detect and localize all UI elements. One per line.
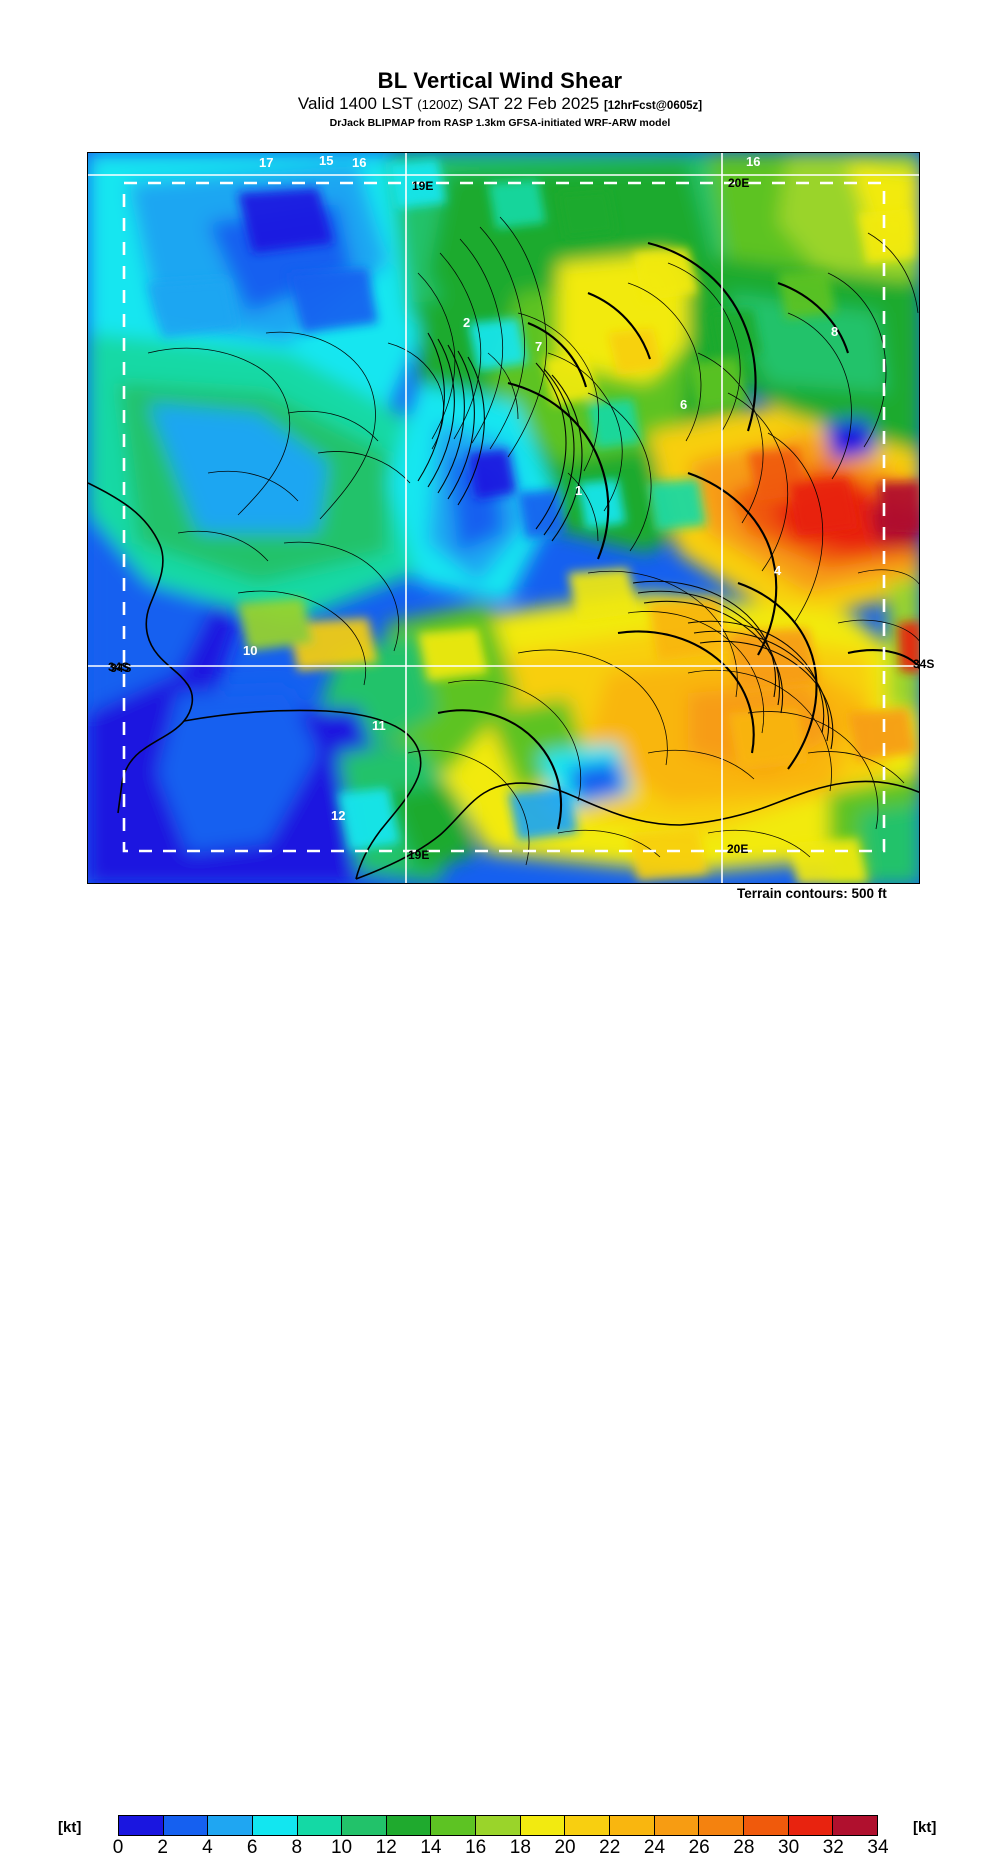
svg-text:12: 12	[331, 808, 345, 823]
svg-text:11: 11	[372, 718, 386, 733]
colorbar-swatch	[386, 1816, 432, 1835]
colorbar-tick: 2	[157, 1837, 168, 1858]
svg-text:6: 6	[680, 397, 687, 412]
colorbar-unit-right: [kt]	[913, 1819, 937, 1836]
colorbar-tick: 28	[733, 1837, 755, 1858]
colorbar-tick: 12	[375, 1837, 397, 1858]
svg-text:4: 4	[774, 563, 782, 578]
svg-text:7: 7	[535, 339, 542, 354]
colorbar-tick: 8	[291, 1837, 303, 1858]
lat-label-right: 34S	[913, 657, 935, 671]
colorbar-tick: 6	[246, 1837, 258, 1858]
map-panel[interactable]: 19E 20E 19E 20E 34S 17 15 16 16 2 7 8 6 …	[87, 152, 920, 884]
svg-text:20E: 20E	[728, 176, 749, 190]
svg-text:8: 8	[831, 324, 838, 339]
colorbar-swatch	[610, 1816, 655, 1835]
page-title: BL Vertical Wind Shear	[377, 68, 623, 93]
forecast-tag: [12hrFcst@0605z]	[603, 100, 703, 113]
colorbar-swatch	[520, 1816, 566, 1835]
colorbar-tick-labels: 0 2 4 6 8 10 12 14 16 18 20 22 24 26 28 30 32 34	[113, 1837, 889, 1861]
colorbar-swatch	[788, 1816, 834, 1835]
svg-text:2: 2	[463, 315, 470, 330]
valid-prefix: Valid 1400 LST	[297, 94, 418, 114]
header: BL Vertical Wind Shear Valid 1400 LST (1…	[0, 0, 1000, 129]
colorbar-swatch	[431, 1816, 477, 1835]
colorbar-swatch	[699, 1816, 744, 1835]
svg-text:10: 10	[243, 643, 257, 658]
svg-text:16: 16	[746, 154, 760, 169]
valid-date: SAT 22 Feb 2025	[462, 94, 604, 114]
colorbar-swatch	[119, 1816, 164, 1835]
colorbar-tick: 32	[822, 1837, 844, 1858]
grid-labels: 19E 20E 19E 20E	[408, 176, 749, 862]
terrain-contour-note: Terrain contours: 500 ft	[737, 886, 887, 901]
svg-text:17: 17	[259, 155, 273, 170]
colorbar-swatch	[252, 1816, 298, 1835]
colorbar-tick: 10	[330, 1837, 353, 1858]
colorbar-gradient	[118, 1815, 878, 1836]
svg-text:19E: 19E	[412, 179, 433, 193]
wind-shear-field: 19E 20E 19E 20E 34S 17 15 16 16 2 7 8 6 …	[88, 153, 919, 883]
svg-text:15: 15	[319, 153, 333, 168]
lat-label-left: 34S	[110, 661, 132, 675]
colorbar-tick: 18	[509, 1837, 531, 1858]
svg-text:16: 16	[352, 155, 366, 170]
svg-text:20E: 20E	[727, 842, 748, 856]
colorbar-tick: 30	[778, 1837, 800, 1858]
colorbar-tick: 34	[867, 1837, 889, 1858]
colorbar-tick: 16	[465, 1837, 487, 1858]
colorbar-tick: 26	[688, 1837, 710, 1858]
colorbar-panel: [kt] [kt] 0 2 4 6 8 10 12 14 16 18 20 22 24 26 28 30 32 3…	[0, 905, 1000, 1858]
model-credit: DrJack BLIPMAP from RASP 1.3km GFSA-init…	[329, 116, 671, 129]
colorbar-unit-left: [kt]	[58, 1819, 82, 1836]
valid-time-line: Valid 1400 LST (1200Z) SAT 22 Feb 2025 […	[0, 95, 1000, 113]
colorbar-swatch	[565, 1816, 611, 1835]
colorbar-swatch	[297, 1816, 343, 1835]
colorbar-swatch	[342, 1816, 387, 1835]
colorbar-tick: 0	[112, 1837, 124, 1858]
colorbar-swatch	[654, 1816, 700, 1835]
colorbar-tick: 20	[554, 1837, 576, 1858]
colorbar-tick: 14	[420, 1837, 442, 1858]
svg-text:1: 1	[575, 483, 582, 498]
colorbar-swatch	[476, 1816, 521, 1835]
colorbar-tick: 22	[599, 1837, 621, 1858]
lat-label-inner: 34S	[108, 660, 129, 674]
colorbar-swatch	[208, 1816, 253, 1835]
colorbar-swatch	[833, 1816, 877, 1835]
colorbar-tick: 24	[643, 1837, 666, 1858]
valid-zulu: (1200Z)	[417, 97, 463, 113]
colorbar-tick: 4	[202, 1837, 213, 1858]
site-markers: 17 15 16 16 2 7 8 6 1 4 10 11 12	[243, 153, 838, 823]
colorbar-swatch	[743, 1816, 789, 1835]
svg-text:19E: 19E	[408, 848, 429, 862]
colorbar-swatch	[163, 1816, 209, 1835]
